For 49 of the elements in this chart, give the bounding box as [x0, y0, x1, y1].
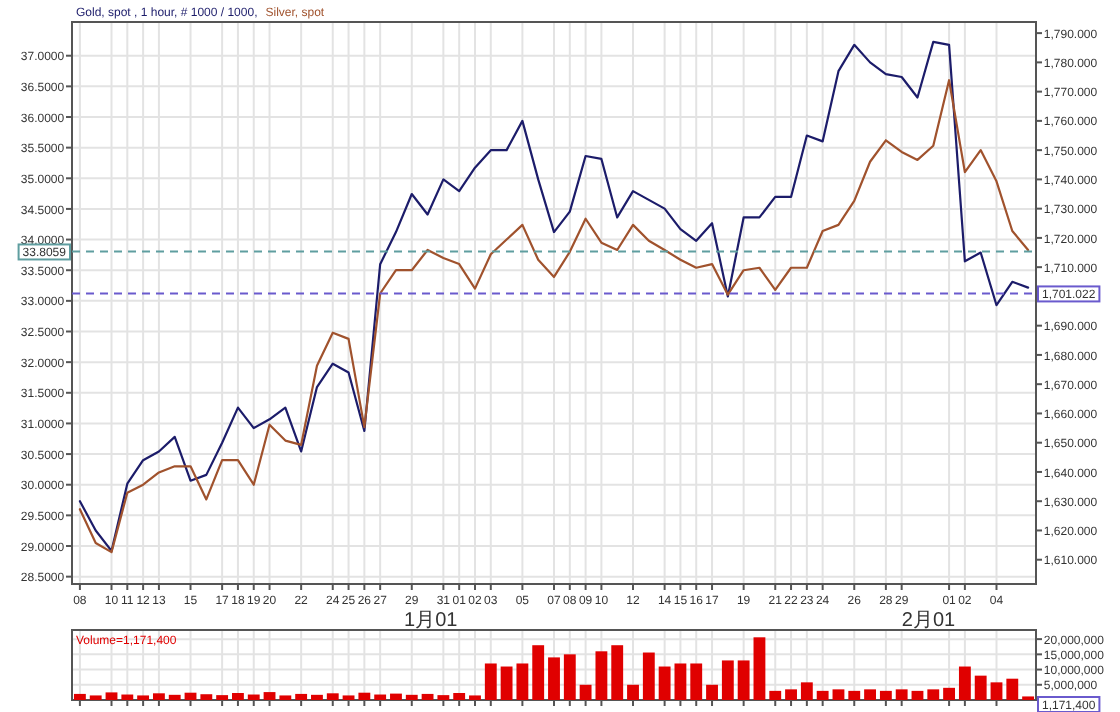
bar [958, 666, 971, 700]
bar [121, 694, 134, 700]
bar [785, 689, 797, 700]
bar [263, 692, 276, 700]
bar [453, 693, 466, 700]
bar [706, 684, 718, 700]
bar [532, 645, 545, 700]
annotation: 2月01 [901, 610, 957, 632]
bar [168, 694, 181, 700]
bar [658, 666, 671, 700]
bar [753, 637, 766, 700]
bar [374, 694, 387, 700]
bar [769, 690, 782, 700]
bar [974, 675, 987, 700]
bar [405, 694, 418, 700]
bar [895, 689, 908, 700]
bar [737, 660, 750, 700]
bar [326, 693, 339, 700]
bar [848, 690, 861, 700]
bar [800, 682, 813, 700]
bar [690, 663, 703, 700]
bar [642, 652, 655, 700]
bar [864, 689, 876, 700]
bar [152, 693, 165, 700]
bar [200, 694, 213, 700]
bar [816, 690, 829, 700]
bar [295, 693, 308, 700]
bar [563, 654, 576, 700]
bar [674, 663, 687, 700]
bar [879, 690, 892, 700]
bar [927, 689, 940, 700]
bar [911, 690, 924, 700]
bar [943, 687, 956, 700]
annotation: 1月01 [404, 610, 459, 632]
bar [105, 692, 118, 700]
bar [1006, 678, 1019, 700]
bar [548, 657, 560, 700]
bar [73, 693, 86, 700]
bar [611, 645, 624, 700]
bar [484, 663, 497, 700]
bar [832, 689, 845, 700]
bar [311, 694, 323, 700]
bar [358, 692, 371, 700]
bar [721, 660, 734, 700]
bar [627, 684, 639, 700]
bar [390, 693, 402, 700]
bar [247, 694, 260, 700]
bar [990, 682, 1003, 700]
bar [232, 693, 244, 700]
